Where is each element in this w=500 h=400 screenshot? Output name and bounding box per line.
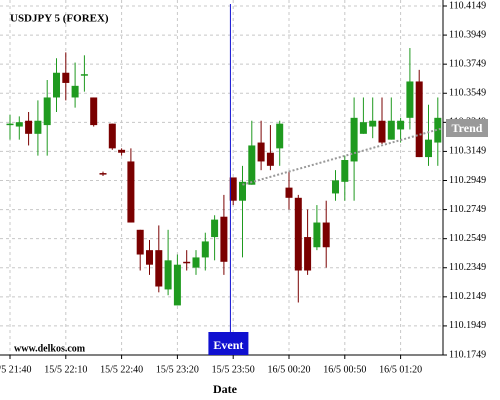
candle-body [229, 177, 237, 201]
candle-body [248, 145, 256, 185]
candle-body [80, 74, 88, 76]
candle-body [425, 139, 432, 158]
x-tick-label: 15/5 22:40 [100, 364, 143, 375]
candle-body [211, 219, 219, 238]
candle-body [192, 257, 200, 268]
candle-body [164, 260, 172, 290]
y-tick-label: 110.3149 [449, 146, 486, 157]
y-tick-label: 110.1949 [449, 320, 486, 331]
y-tick-label: 110.3549 [449, 88, 486, 99]
candle-body [378, 120, 386, 143]
candle-body [25, 120, 33, 134]
candle-body [90, 97, 98, 126]
trend-line [242, 127, 444, 186]
x-tick-label: 15/5 23:20 [156, 364, 199, 375]
event-label: Event [213, 338, 243, 352]
y-tick-label: 110.3949 [449, 29, 486, 40]
candle-body [155, 250, 163, 287]
candle-body [322, 222, 330, 248]
candle-body [313, 222, 321, 248]
candle-body [387, 120, 395, 140]
candle-body [99, 173, 107, 175]
candle-body [118, 149, 126, 153]
candle-body [146, 250, 153, 265]
candle-body [285, 187, 293, 198]
x-tick-label: 15/5 22:10 [44, 364, 87, 375]
source-label: www.delkos.com [14, 343, 86, 354]
x-tick-label: 16/5 00:50 [323, 364, 366, 375]
candle-body [257, 142, 265, 162]
candle-body [406, 81, 414, 118]
candle-body [108, 123, 116, 149]
y-tick-label: 110.1749 [449, 349, 486, 360]
candle-body [239, 181, 246, 201]
candle-body [62, 72, 70, 83]
x-tick-label: 16/5 01:20 [379, 364, 422, 375]
candle-body [6, 123, 14, 126]
overlay: 110.1749 110.1949 110.2149 110.2349 110.2549… [0, 0, 488, 375]
candle-body [359, 122, 367, 134]
y-tick-label: 110.3749 [449, 58, 486, 69]
y-tick-label: 110.4149 [449, 0, 486, 11]
chart-title: USDJPY 5 (FOREX) [10, 13, 109, 25]
y-tick-label: 110.2949 [449, 175, 486, 186]
candle-body [294, 197, 302, 271]
candle-body [183, 261, 191, 264]
x-tick-label: 15/5 23:50 [212, 364, 255, 375]
candle-body [332, 180, 339, 194]
event-label-box [208, 332, 249, 355]
candle-body [43, 97, 51, 126]
candle-body [276, 123, 284, 149]
candle-body [127, 161, 135, 223]
candle-body [415, 81, 423, 158]
candle-body [304, 237, 312, 271]
x-tick-label: 16/5 00:20 [267, 364, 310, 375]
candle-body [173, 264, 181, 306]
marks [6, 4, 444, 355]
candle-body [369, 120, 377, 127]
candle-body [201, 241, 209, 258]
trend-label: Trend [452, 121, 483, 135]
x-axis-label: Date [213, 382, 238, 396]
y-tick-label: 110.2549 [449, 233, 486, 244]
y-tick-label: 110.2349 [449, 262, 486, 273]
x-tick-label: 15/5 21:40 [0, 364, 32, 375]
candle-body [15, 122, 23, 127]
candle-body [136, 229, 144, 255]
candle-body [397, 120, 405, 130]
candle-body [34, 120, 42, 134]
candle-body [434, 117, 442, 143]
candle-body [350, 117, 358, 162]
candle-body [266, 152, 274, 166]
candle-body [71, 85, 79, 98]
candle-body [341, 159, 349, 182]
y-tick-label: 110.2749 [449, 204, 486, 215]
trend-label-box [446, 119, 488, 138]
y-tick-label: 110.2149 [449, 291, 486, 302]
candle-body [53, 72, 60, 98]
candle-body [220, 216, 228, 262]
